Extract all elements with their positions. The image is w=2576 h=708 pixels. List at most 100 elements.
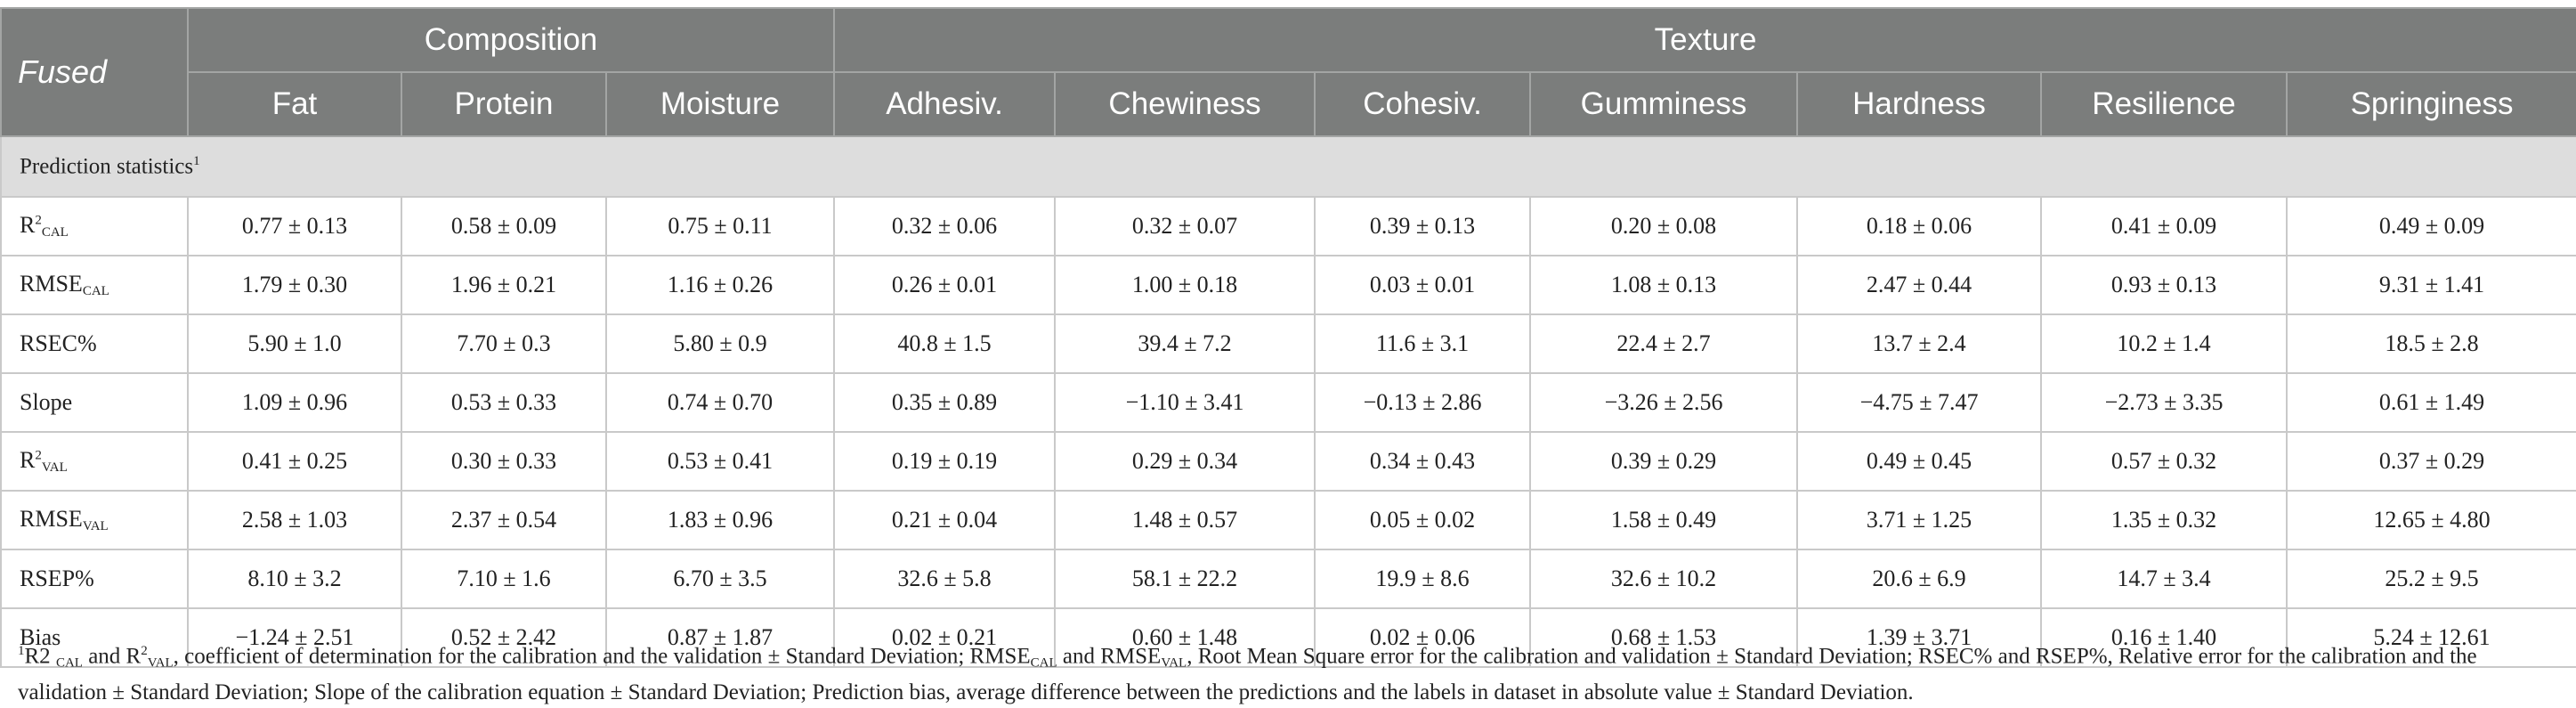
table-cell: 0.87 ± 1.87 xyxy=(604,607,836,668)
row-label: R2VAL xyxy=(0,431,189,492)
table-cell: 0.30 ± 0.33 xyxy=(401,431,607,492)
table-cell: 0.02 ± 0.21 xyxy=(833,607,1057,668)
row-label-sub: VAL xyxy=(41,460,68,475)
column-header: Springiness xyxy=(2286,71,2576,137)
table-cell: 0.52 ± 2.42 xyxy=(401,607,607,668)
table-footnote: 1R2 CAL and R2VAL, coefficient of determ… xyxy=(18,636,2558,708)
footnote-text: R2 xyxy=(24,644,56,669)
table-cell: −3.26 ± 2.56 xyxy=(1529,372,1799,433)
table-cell: 1.96 ± 0.21 xyxy=(401,255,607,315)
table-cell: 0.35 ± 0.89 xyxy=(833,372,1057,433)
table-container: Fused Composition Texture Fat Protein Mo… xyxy=(0,7,2576,668)
section-row: Prediction statistics1 xyxy=(0,135,2576,198)
footnote-text: and RMSE xyxy=(1057,644,1162,669)
table-cell: 40.8 ± 1.5 xyxy=(833,313,1057,374)
table-cell: 7.10 ± 1.6 xyxy=(401,549,607,609)
table-cell: 1.35 ± 0.32 xyxy=(2040,490,2288,550)
table-cell: 0.41 ± 0.25 xyxy=(187,431,402,492)
column-header: Cohesiv. xyxy=(1314,71,1532,137)
table-cell: 0.53 ± 0.41 xyxy=(604,431,836,492)
table-cell: 5.90 ± 1.0 xyxy=(187,313,402,374)
table-cell: 0.34 ± 0.43 xyxy=(1314,431,1532,492)
table-row: RSEC% 5.90 ± 1.0 7.70 ± 0.3 5.80 ± 0.9 40.8 … xyxy=(0,313,2576,374)
row-label-sub: VAL xyxy=(82,519,109,533)
table-cell: 0.03 ± 0.01 xyxy=(1314,255,1532,315)
table-cell: 5.24 ± 12.61 xyxy=(2286,607,2576,668)
header-group-row: Fused Composition Texture xyxy=(0,7,2576,137)
row-label: RSEC% xyxy=(0,313,189,374)
table-cell: 1.58 ± 0.49 xyxy=(1529,490,1799,550)
table-cell: 0.60 ± 1.48 xyxy=(1054,607,1316,668)
table-cell: 1.79 ± 0.30 xyxy=(187,255,402,315)
table-cell: −1.24 ± 2.51 xyxy=(187,607,402,668)
table-cell: 58.1 ± 22.2 xyxy=(1054,549,1316,609)
footnote-text: , Root Mean Square error for the calibra… xyxy=(18,644,2477,705)
table-row: Bias −1.24 ± 2.51 0.52 ± 2.42 0.87 ± 1.87 0.… xyxy=(0,607,2576,668)
table-cell: 0.49 ± 0.09 xyxy=(2286,196,2576,256)
table-cell: 2.47 ± 0.44 xyxy=(1796,255,2043,315)
row-label: RMSEVAL xyxy=(0,490,189,550)
table-cell: 5.80 ± 0.9 xyxy=(604,313,836,374)
table-cell: 7.70 ± 0.3 xyxy=(401,313,607,374)
prediction-statistics-table: Fused Composition Texture Fat Protein Mo… xyxy=(0,7,2576,668)
section-footnote-marker: 1 xyxy=(193,153,200,168)
table-cell: 1.39 ± 3.71 xyxy=(1796,607,2043,668)
table-cell: 0.05 ± 0.02 xyxy=(1314,490,1532,550)
column-header: Moisture xyxy=(604,71,836,137)
table-cell: 11.6 ± 3.1 xyxy=(1314,313,1532,374)
table-cell: 0.58 ± 0.09 xyxy=(401,196,607,256)
table-cell: 0.39 ± 0.13 xyxy=(1314,196,1532,256)
column-header: Gumminess xyxy=(1529,71,1799,137)
table-cell: 0.29 ± 0.34 xyxy=(1054,431,1316,492)
footnote-marker: 1 xyxy=(18,644,25,658)
table-row: R2CAL 0.77 ± 0.13 0.58 ± 0.09 0.75 ± 0.11 0.… xyxy=(0,196,2576,256)
table-cell: 20.6 ± 6.9 xyxy=(1796,549,2043,609)
group-header-texture: Texture xyxy=(833,7,2576,73)
table-cell: 0.20 ± 0.08 xyxy=(1529,196,1799,256)
table-cell: 0.02 ± 0.06 xyxy=(1314,607,1532,668)
table-cell: 1.48 ± 0.57 xyxy=(1054,490,1316,550)
table-row: R2VAL 0.41 ± 0.25 0.30 ± 0.33 0.53 ± 0.41 0.… xyxy=(0,431,2576,492)
table-cell: 6.70 ± 3.5 xyxy=(604,549,836,609)
row-label: R2CAL xyxy=(0,196,189,256)
table-cell: 10.2 ± 1.4 xyxy=(2040,313,2288,374)
table-cell: 0.32 ± 0.07 xyxy=(1054,196,1316,256)
table-row: RMSEVAL 2.58 ± 1.03 2.37 ± 0.54 1.83 ± 0.96… xyxy=(0,490,2576,550)
table-cell: 3.71 ± 1.25 xyxy=(1796,490,2043,550)
table-cell: 32.6 ± 5.8 xyxy=(833,549,1057,609)
table-cell: 14.7 ± 3.4 xyxy=(2040,549,2288,609)
table-cell: 1.83 ± 0.96 xyxy=(604,490,836,550)
column-header: Fat xyxy=(187,71,402,137)
table-cell: 39.4 ± 7.2 xyxy=(1054,313,1316,374)
table-cell: 0.32 ± 0.06 xyxy=(833,196,1057,256)
row-label-sub: CAL xyxy=(82,284,109,298)
row-label-main: R xyxy=(20,447,36,473)
column-header: Protein xyxy=(401,71,607,137)
table-row: RMSECAL 1.79 ± 0.30 1.96 ± 0.21 1.16 ± 0.26… xyxy=(0,255,2576,315)
table-cell: 0.39 ± 0.29 xyxy=(1529,431,1799,492)
table-cell: 8.10 ± 3.2 xyxy=(187,549,402,609)
table-cell: 0.53 ± 0.33 xyxy=(401,372,607,433)
table-cell: 0.26 ± 0.01 xyxy=(833,255,1057,315)
table-cell: 1.09 ± 0.96 xyxy=(187,372,402,433)
footnote-sup: 2 xyxy=(141,644,148,658)
header-column-row: Fat Protein Moisture Adhesiv. Chewiness … xyxy=(1,71,2576,137)
table-cell: 2.58 ± 1.03 xyxy=(187,490,402,550)
row-label-main: RSEC% xyxy=(20,330,97,356)
table-cell: 25.2 ± 9.5 xyxy=(2286,549,2576,609)
column-header: Hardness xyxy=(1796,71,2043,137)
section-label: Prediction statistics1 xyxy=(0,135,2576,198)
table-cell: 0.77 ± 0.13 xyxy=(187,196,402,256)
table-cell: −1.10 ± 3.41 xyxy=(1054,372,1316,433)
table-cell: 12.65 ± 4.80 xyxy=(2286,490,2576,550)
footnote-text: , coefficient of determination for the c… xyxy=(173,644,1031,669)
table-cell: 18.5 ± 2.8 xyxy=(2286,313,2576,374)
row-label-main: Slope xyxy=(20,389,73,415)
footnote-sub: CAL xyxy=(55,655,83,671)
corner-header: Fused xyxy=(0,7,189,137)
table-cell: 0.74 ± 0.70 xyxy=(604,372,836,433)
row-label-main: RMSE xyxy=(20,506,83,532)
table-cell: 0.41 ± 0.09 xyxy=(2040,196,2288,256)
table-cell: 2.37 ± 0.54 xyxy=(401,490,607,550)
table-cell: 1.16 ± 0.26 xyxy=(604,255,836,315)
